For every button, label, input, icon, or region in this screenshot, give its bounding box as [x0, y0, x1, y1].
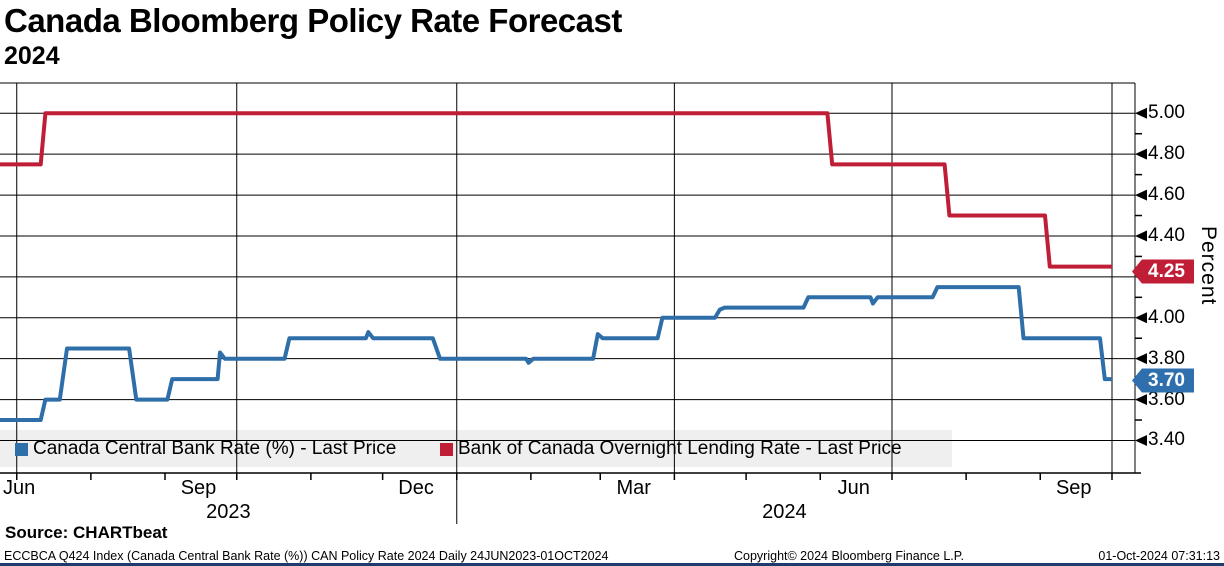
x-axis-month-label: Mar [616, 477, 651, 499]
y-axis-tick-label: 4.40 [1148, 224, 1185, 246]
legend-item-forecast: Canada Central Bank Rate (%) - Last Pric… [15, 437, 396, 461]
y-axis-tick-label: 3.60 [1148, 388, 1185, 410]
last-price-badge-overnight-rate: 4.25 [1132, 259, 1194, 284]
y-axis-title: Percent [1197, 226, 1220, 306]
forecast-series-swatch-icon [15, 442, 28, 456]
legend-background [0, 430, 952, 467]
footer-timestamp: 01-Oct-2024 07:31:13 [1098, 549, 1220, 563]
legend-item-overnight-rate: Bank of Canada Overnight Lending Rate - … [440, 437, 902, 461]
footer-index-description: ECCBCA Q424 Index (Canada Central Bank R… [4, 549, 609, 563]
last-price-badge-forecast: 3.70 [1132, 368, 1194, 393]
bottom-accent-bar [0, 563, 1224, 566]
chart-subtitle: 2024 [4, 42, 60, 70]
x-axis-month-label: Sep [1055, 477, 1092, 499]
x-axis-year-label: 2024 [762, 501, 807, 523]
y-axis-tick-label: 3.80 [1148, 347, 1185, 369]
y-axis-tick-label: 4.80 [1148, 143, 1185, 165]
footer-copyright: Copyright© 2024 Bloomberg Finance L.P. [734, 549, 964, 563]
y-axis-tick-label: 4.00 [1148, 306, 1185, 328]
x-axis-month-label: Dec [398, 477, 434, 499]
source-label: Source: CHARTbeat [5, 523, 168, 542]
x-axis-month-label: Jun [837, 477, 870, 499]
chart-title: Canada Bloomberg Policy Rate Forecast [4, 2, 622, 39]
y-axis-tick-label: 4.60 [1148, 184, 1185, 206]
x-axis-month-label: Sep [180, 477, 217, 499]
legend-item-label: Canada Central Bank Rate (%) - Last Pric… [33, 438, 397, 459]
overnight-series-swatch-icon [440, 442, 453, 456]
y-axis-tick-label: 3.40 [1148, 429, 1185, 451]
x-axis-month-label: Jun [3, 477, 36, 499]
y-axis-tick-label: 5.00 [1148, 102, 1185, 124]
legend-item-label: Bank of Canada Overnight Lending Rate - … [458, 438, 902, 459]
x-axis-year-label: 2023 [206, 501, 251, 523]
